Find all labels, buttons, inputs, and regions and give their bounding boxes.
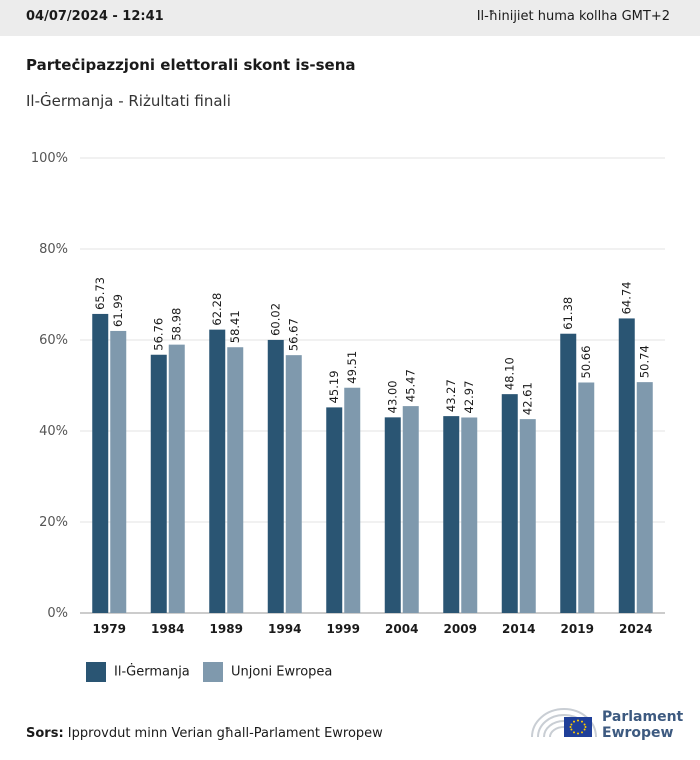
data-label: 43.27 (444, 379, 458, 412)
x-tick-label: 1999 (327, 622, 360, 636)
data-label: 56.76 (152, 318, 166, 351)
bar-eu (578, 382, 595, 613)
x-tick-label: 1984 (151, 622, 184, 636)
bar-germany (326, 407, 343, 613)
bar-germany (92, 313, 109, 613)
x-tick-label: 2014 (502, 622, 535, 636)
data-label: 58.41 (228, 310, 242, 343)
data-label: 56.67 (287, 318, 301, 351)
data-label: 50.66 (579, 346, 593, 379)
bar-eu (168, 344, 185, 613)
bar-germany (560, 333, 577, 613)
bar-eu (285, 355, 302, 613)
bar-germany (267, 339, 284, 613)
source-text: Ipprovdut minn Verian għall-Parlament Ew… (67, 726, 383, 741)
legend-item-eu: Unjoni Ewropea (203, 662, 332, 682)
bar-germany (618, 318, 635, 613)
timestamp: 04/07/2024 - 12:41 (26, 9, 164, 24)
legend-swatch-eu (203, 662, 223, 682)
legend-item-germany: Il-Ġermanja (86, 662, 190, 682)
bar-eu (110, 330, 127, 613)
data-label: 61.99 (111, 294, 125, 327)
logo-text: Parlament Ewropew (602, 709, 683, 741)
data-label: 65.73 (93, 277, 107, 310)
data-label: 42.61 (521, 382, 535, 415)
data-label: 43.00 (386, 380, 400, 413)
data-label: 50.74 (638, 345, 652, 378)
logo-line-1: Parlament (602, 709, 684, 725)
bar-germany (443, 416, 460, 613)
bar-germany (384, 417, 401, 613)
y-tick-label: 60% (39, 333, 68, 348)
data-label: 45.19 (327, 370, 341, 403)
data-label: 42.97 (462, 381, 476, 414)
european-parliament-logo: Parlament Ewropew (530, 703, 690, 743)
data-label: 61.38 (561, 297, 575, 330)
turnout-bar-chart: 0% 20% 40% 60% 80% 100% 65.73 61.99 1979 56.76 58.… (31, 151, 665, 636)
bar-eu (461, 417, 478, 613)
bar-eu (519, 419, 536, 613)
bar-germany (501, 394, 518, 613)
bar-eu (227, 347, 244, 613)
x-tick-label: 2009 (444, 622, 477, 636)
x-tick-label: 2004 (385, 622, 418, 636)
chart-title: Parteċipazzjoni elettorali skont is-sena (26, 56, 356, 74)
data-label: 45.47 (404, 369, 418, 402)
y-tick-label: 0% (47, 606, 68, 621)
bar-eu (402, 406, 419, 613)
timezone-note: Il-ħinijiet huma kollha GMT+2 (476, 9, 670, 24)
legend-label-germany: Il-Ġermanja (114, 664, 190, 680)
source-label: Sors: (26, 726, 64, 741)
x-tick-label: 1979 (93, 622, 126, 636)
legend-swatch-germany (86, 662, 106, 682)
y-tick-label: 80% (39, 242, 68, 257)
logo-line-2: Ewropew (602, 725, 674, 741)
bar-eu (636, 382, 653, 613)
bar-germany (150, 354, 167, 613)
y-tick-label: 40% (39, 424, 68, 439)
legend-label-eu: Unjoni Ewropea (231, 664, 333, 680)
x-tick-label: 2019 (561, 622, 594, 636)
data-label: 64.74 (620, 281, 634, 314)
bar-eu (344, 387, 361, 613)
source-note: Sors: Ipprovdut minn Verian għall-Parlam… (26, 726, 383, 741)
chart-subtitle: Il-Ġermanja - Riżultati finali (26, 92, 231, 110)
y-tick-label: 20% (39, 515, 68, 530)
x-tick-label: 1989 (210, 622, 243, 636)
data-label: 48.10 (503, 357, 517, 390)
x-tick-label: 2024 (619, 622, 652, 636)
y-tick-label: 100% (31, 151, 68, 166)
bar-germany (209, 329, 226, 613)
data-label: 62.28 (210, 293, 224, 326)
data-label: 60.02 (269, 303, 283, 336)
data-label: 49.51 (345, 351, 359, 384)
data-label: 58.98 (170, 308, 184, 341)
x-tick-label: 1994 (268, 622, 301, 636)
top-bar: 04/07/2024 - 12:41 Il-ħinijiet huma koll… (0, 0, 700, 36)
hemicycle-icon (531, 708, 597, 738)
